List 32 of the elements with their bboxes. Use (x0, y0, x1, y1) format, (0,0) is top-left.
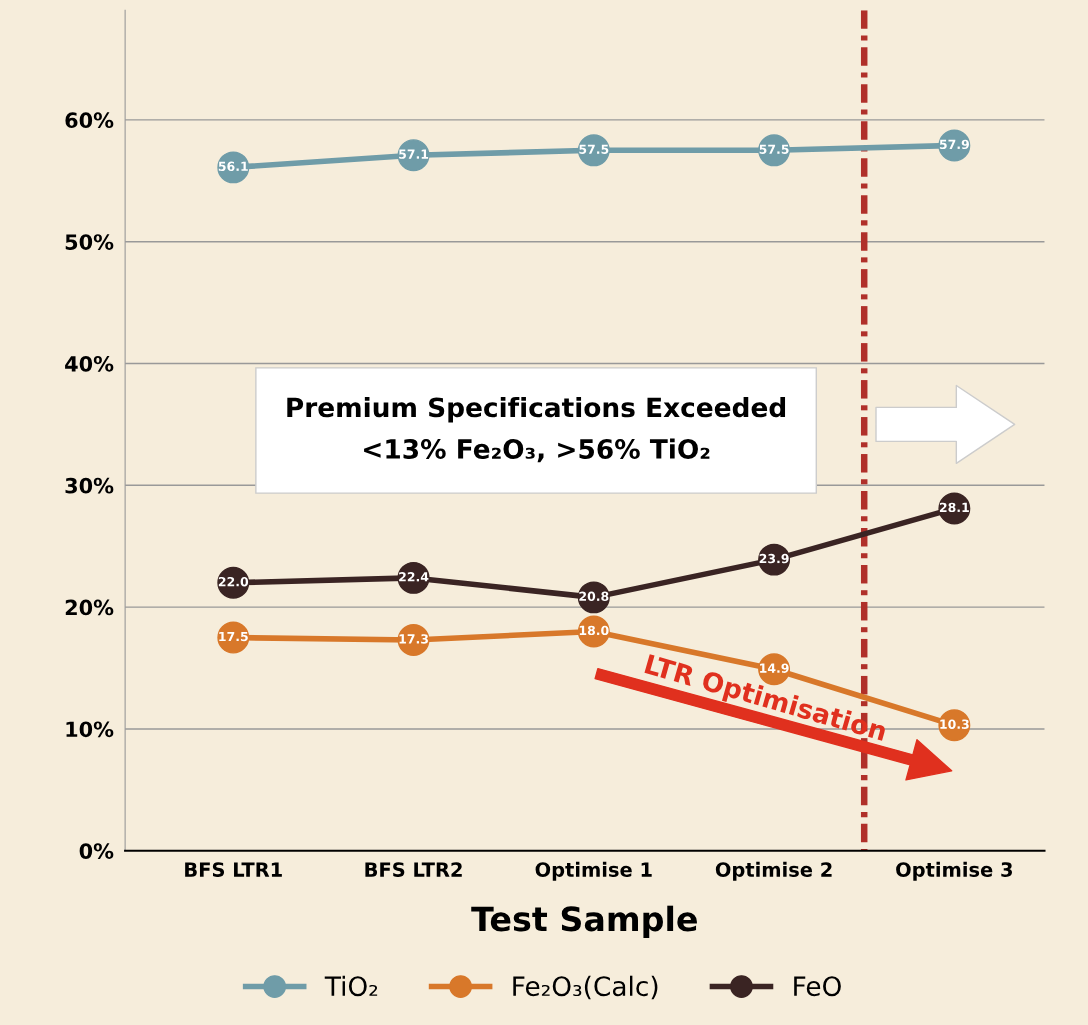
annotation: Premium Specifications Exceeded <13% Fe₂O₃, >56% TiO₂ (287, 396, 786, 463)
data-label: 20.8 (579, 591, 609, 602)
x-tick-label: Optimise 1 (535, 861, 652, 881)
data-label: 17.3 (399, 634, 428, 644)
data-label: 10.3 (940, 719, 969, 729)
data-label: 57.1 (399, 149, 429, 159)
legend-label: Fe₂O₃(Calc) (513, 975, 658, 1000)
data-label: 28.1 (939, 502, 969, 513)
y-tick-label: 40% (65, 355, 114, 372)
y-tick-label: 50% (65, 234, 114, 250)
data-label: 17.5 (219, 631, 248, 642)
data-label: 22.0 (218, 576, 249, 587)
data-label: 57.9 (939, 139, 969, 150)
y-tick-label: 20% (65, 599, 114, 616)
data-label: 56.1 (218, 161, 248, 172)
data-label: 57.5 (759, 144, 789, 154)
y-tick-label: 60% (65, 112, 114, 129)
y-tick-label: 10% (66, 721, 114, 738)
x-tick-label: BFS LTR1 (185, 862, 282, 877)
x-tick-label: Optimise 3 (896, 861, 1012, 881)
data-label: 23.9 (759, 553, 789, 564)
data-label: 22.4 (399, 572, 429, 582)
y-tick-label: 30% (65, 477, 114, 494)
x-tick-label: Optimise 2 (715, 861, 832, 881)
data-label: 57.5 (579, 144, 609, 154)
legend-label: TiO₂ (324, 975, 378, 997)
x-tick-label: BFS LTR2 (365, 862, 462, 877)
x-axis-title: Test Sample (471, 905, 697, 938)
data-label: 14.9 (760, 663, 789, 673)
data-label: 18.0 (579, 625, 609, 636)
legend-label: FeO (794, 976, 841, 997)
y-tick-label: 0% (79, 843, 114, 859)
